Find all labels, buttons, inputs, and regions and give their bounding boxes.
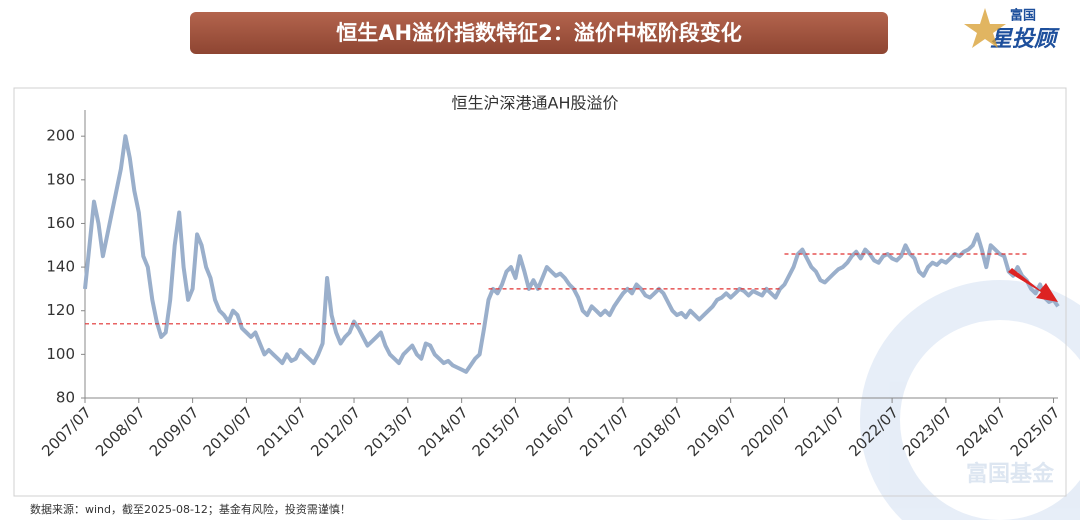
- x-tick-label: 2020/07: [738, 403, 795, 460]
- logo-main: 星投顾: [990, 27, 1060, 52]
- x-tick-label: 2011/07: [253, 403, 310, 460]
- x-tick-label: 2012/07: [307, 403, 364, 460]
- x-tick-label: 2009/07: [146, 403, 203, 460]
- logo-top: 富国: [1010, 8, 1036, 24]
- x-tick-label: 2024/07: [953, 403, 1010, 460]
- x-tick-label: 2018/07: [630, 403, 687, 460]
- banner-title: 恒生AH溢价指数特征2：溢价中枢阶段变化: [336, 21, 741, 45]
- y-tick-label: 180: [46, 170, 75, 188]
- chart-title: 恒生沪深港通AH股溢价: [452, 94, 619, 113]
- x-tick-label: 2025/07: [1007, 403, 1064, 460]
- logo-star: [964, 8, 1006, 48]
- banner: [190, 12, 888, 54]
- x-tick-label: 2023/07: [899, 403, 956, 460]
- y-tick-label: 200: [46, 127, 75, 145]
- x-tick-label: 2019/07: [684, 403, 741, 460]
- x-tick-label: 2016/07: [522, 403, 579, 460]
- x-tick-label: 2010/07: [200, 403, 257, 460]
- chart-frame: [13, 87, 1067, 497]
- x-tick-label: 2017/07: [576, 403, 633, 460]
- source-note: 数据来源：wind，截至2025-08-12；基金有风险，投资需谨慎！: [30, 502, 351, 516]
- y-tick-label: 120: [46, 301, 75, 319]
- x-tick-label: 2008/07: [92, 403, 149, 460]
- x-tick-label: 2015/07: [469, 403, 526, 460]
- y-tick-label: 140: [46, 258, 75, 276]
- watermark: 富国基金: [860, 280, 1080, 524]
- watermark-text: 富国基金: [966, 461, 1055, 487]
- y-tick-label: 100: [46, 345, 75, 363]
- series-line: [83, 134, 1060, 374]
- y-tick-label: 160: [46, 214, 75, 232]
- trend-arrow: [1008, 268, 1058, 302]
- x-tick-label: 2014/07: [415, 403, 472, 460]
- x-tick-label: 2013/07: [361, 403, 418, 460]
- y-tick-label: 80: [56, 389, 75, 407]
- plot: 80 100 120 140 160 180 200 2007/072008/072009/0…: [38, 110, 1064, 460]
- x-tick-label: 2021/07: [792, 403, 849, 460]
- x-tick-label: 2007/07: [38, 403, 95, 460]
